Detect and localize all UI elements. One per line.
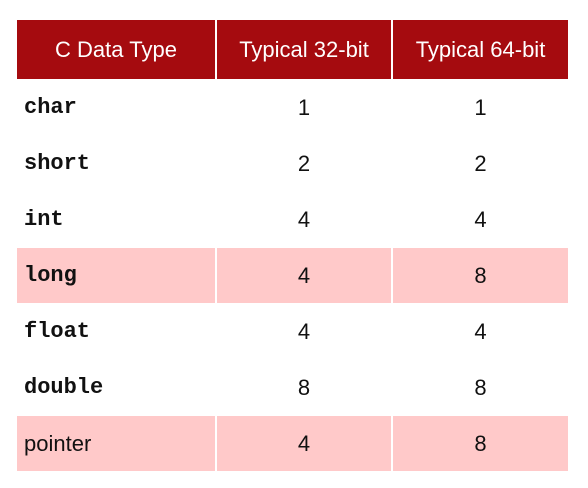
size-64-bit-cell: 8 [391,416,568,471]
size-64-bit-cell: 4 [474,318,487,344]
header-c-data-type: C Data Type [55,36,177,62]
table-row-int: int 4 4 [17,192,568,247]
type-name-cell: double [24,375,104,400]
size-32-bit-cell: 4 [297,206,311,232]
size-64-bit-cell: 8 [391,248,568,303]
header-typical-32-bit: Typical 32-bit [215,20,391,79]
size-32-bit-cell: 4 [297,318,311,344]
table-header-row: C Data Type Typical 32-bit Typical 64-bi… [17,20,568,79]
type-name-cell: long [17,248,215,303]
type-name-cell: int [24,207,64,232]
table-row-double: double 8 8 [17,360,568,415]
header-typical-64-bit: Typical 64-bit [391,20,568,79]
data-type-size-table: C Data Type Typical 32-bit Typical 64-bi… [17,20,568,471]
table-row-short: short 2 2 [17,136,568,191]
type-name-cell: char [24,95,77,120]
size-32-bit-cell: 8 [297,374,311,400]
table-row-char: char 1 1 [17,80,568,135]
size-64-bit-cell: 8 [474,374,487,400]
type-name-cell: short [24,151,91,176]
size-64-bit-cell: 4 [474,206,487,232]
type-name-cell: float [24,319,91,344]
size-32-bit-cell: 4 [215,248,391,303]
size-32-bit-cell: 1 [297,94,311,120]
size-32-bit-cell: 4 [215,416,391,471]
size-64-bit-cell: 2 [474,150,487,176]
type-name-cell: pointer [17,416,215,471]
size-32-bit-cell: 2 [297,150,311,176]
table-row-pointer-highlighted: pointer 4 8 [17,416,568,471]
table-row-float: float 4 4 [17,304,568,359]
table-row-long-highlighted: long 4 8 [17,248,568,303]
size-64-bit-cell: 1 [474,94,487,120]
